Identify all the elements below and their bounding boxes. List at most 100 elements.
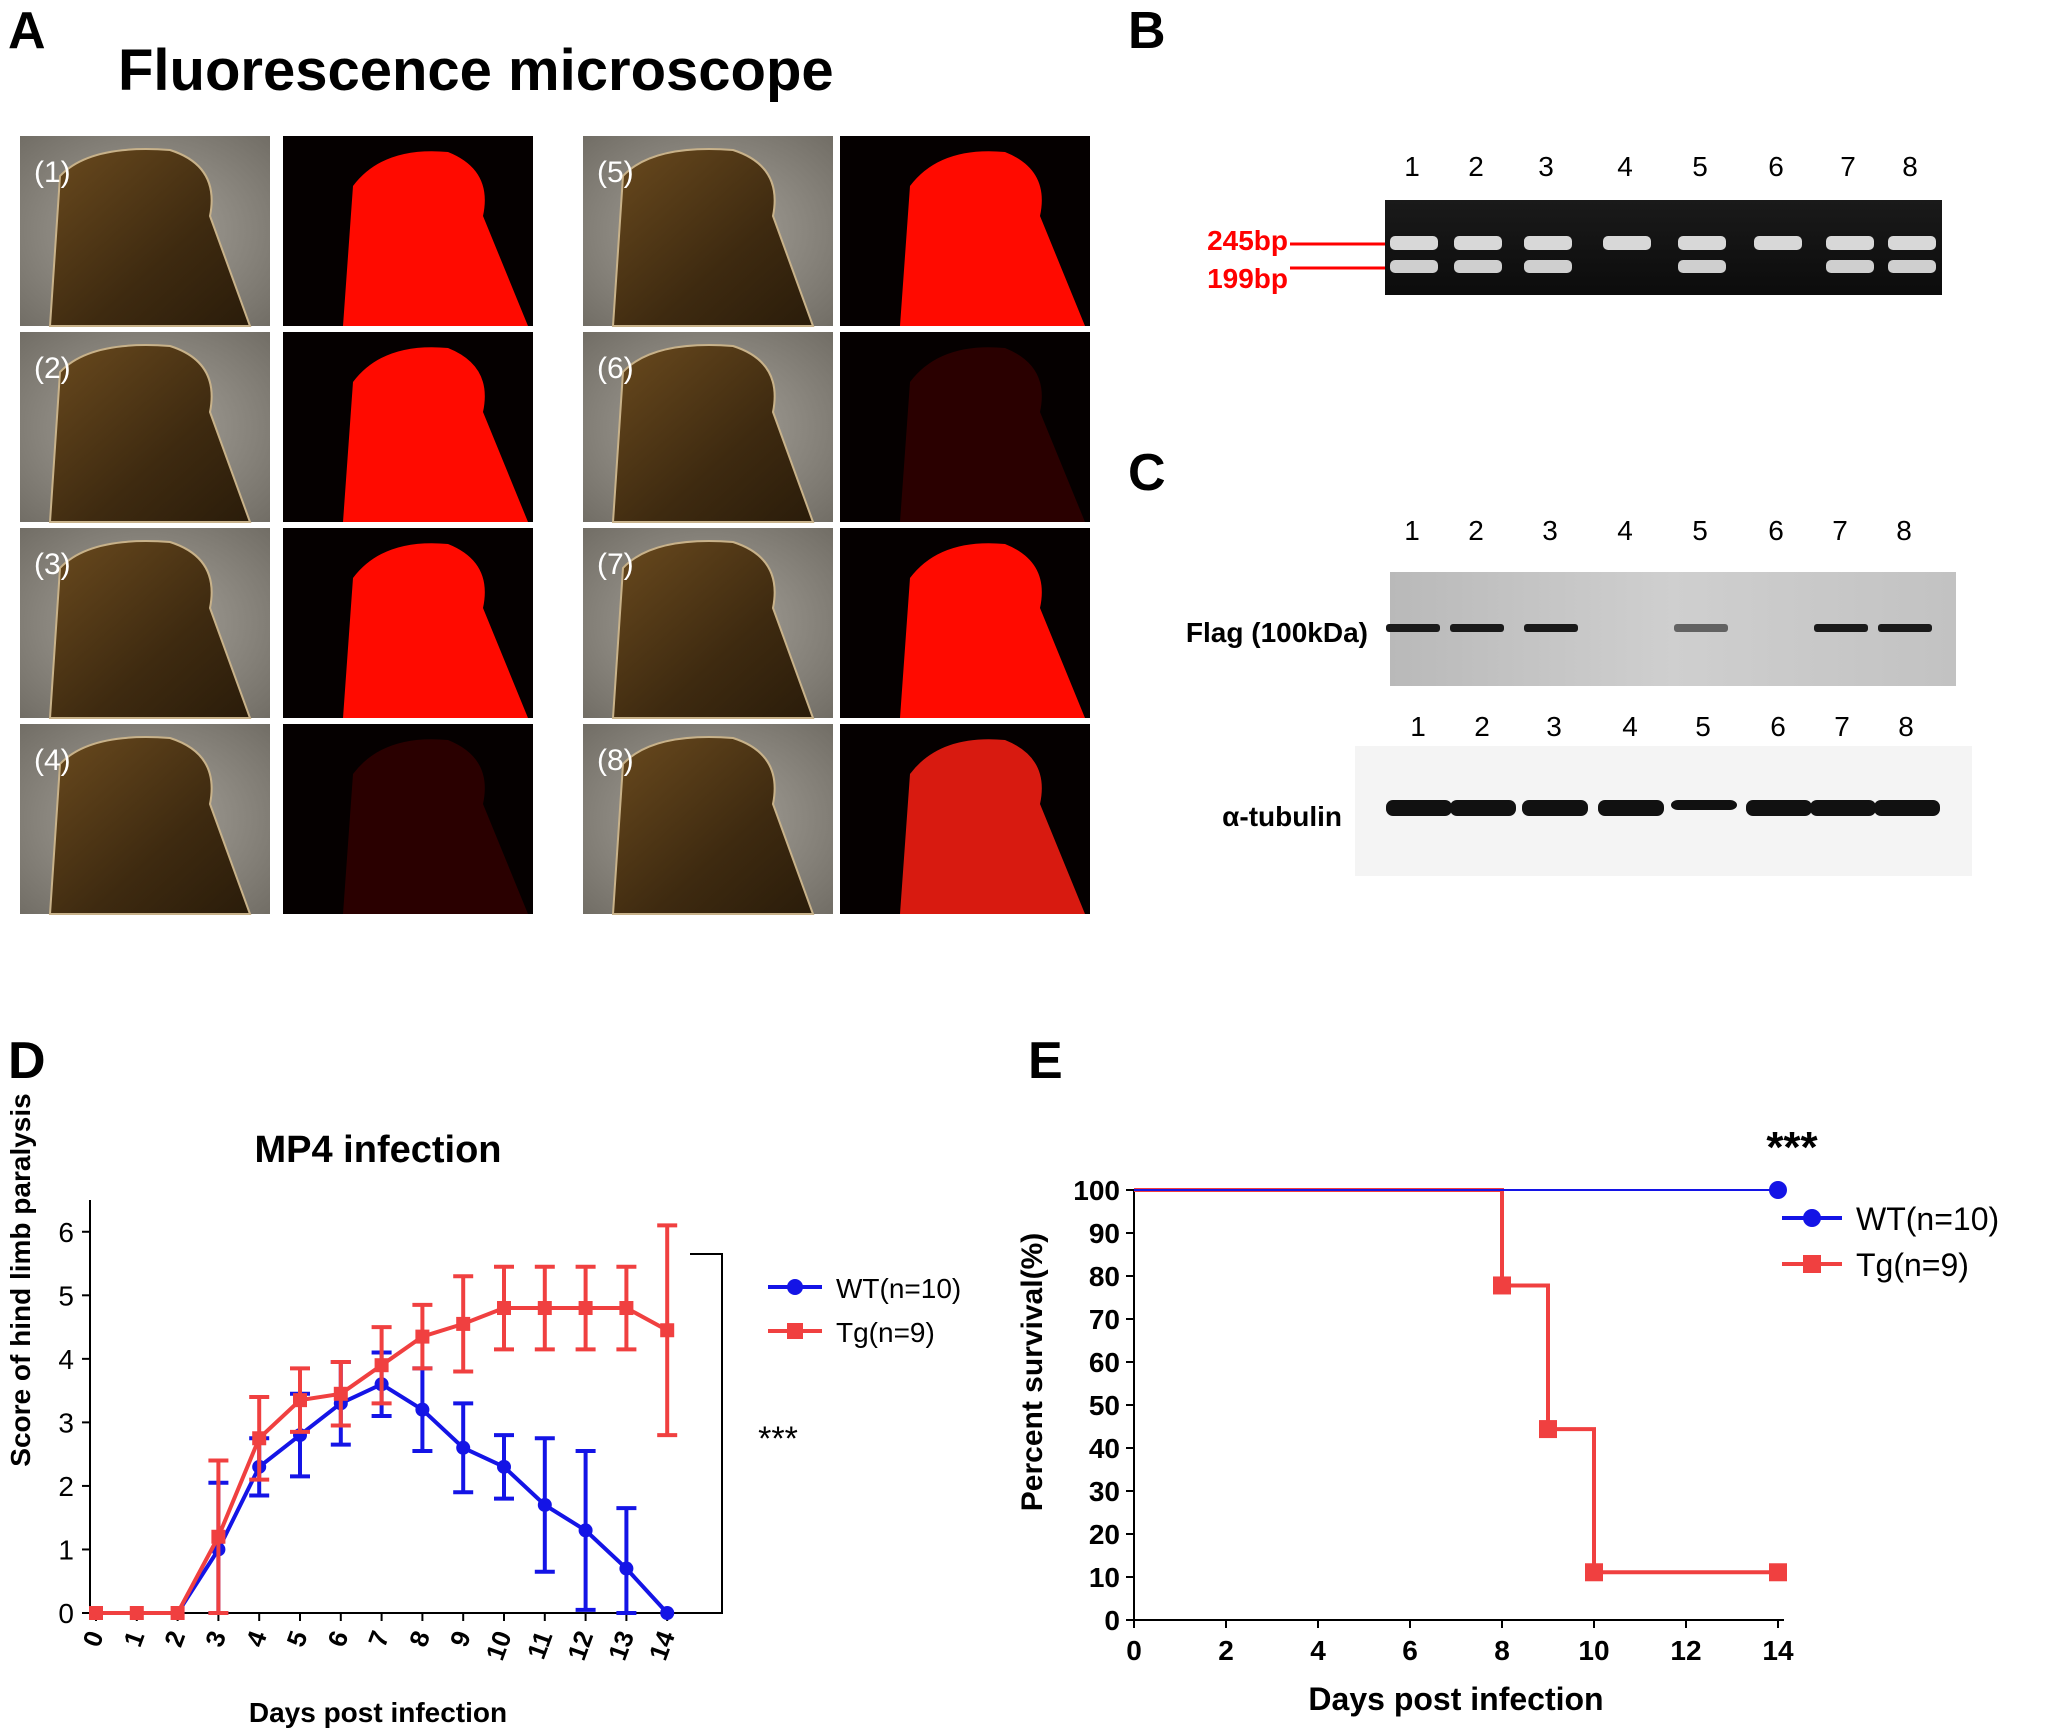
chart-d-xtick-label: 2 xyxy=(158,1627,191,1651)
chart-d-point xyxy=(293,1393,307,1408)
gel-lane-number: 5 xyxy=(1692,151,1708,182)
flag-label: Flag (100kDa) xyxy=(1186,617,1368,648)
chart-d-ytick-label: 3 xyxy=(58,1407,74,1438)
gel-lane-number: 6 xyxy=(1768,151,1784,182)
panel-c: C 1 2 3 4 5 6 7 8 Flag (100kDa) 1 2 3 4 5 6 7 8 α-tubu… xyxy=(1128,444,1972,876)
flag-blot-lanes: 1 2 3 4 5 6 7 8 xyxy=(1386,515,1932,632)
chart-e-ytick-label: 0 xyxy=(1104,1605,1120,1636)
brightfield-tip xyxy=(611,540,815,719)
microscope-tile-2: (2) xyxy=(20,332,533,523)
chart-d-point xyxy=(252,1431,267,1446)
fluorescence-tip xyxy=(343,151,528,326)
microscope-tile-1: (1) xyxy=(20,136,533,327)
chart-e-legend: WT(n=10) Tg(n=9) xyxy=(1782,1201,1999,1283)
tubulin-lane-number: 3 xyxy=(1546,711,1562,742)
chart-d-ylabel: Score of hind limb paralysis xyxy=(5,1093,36,1466)
brightfield-tip xyxy=(48,148,252,327)
chart-d-point xyxy=(415,1329,430,1344)
tubulin-lane-number: 7 xyxy=(1834,711,1850,742)
legend-e-tg-marker xyxy=(1803,1255,1821,1273)
tile-label: (5) xyxy=(597,156,634,189)
chart-d-point xyxy=(497,1459,511,1474)
chart-d-point xyxy=(578,1523,593,1538)
fluorescence-tip xyxy=(900,347,1085,522)
gel-band-245 xyxy=(1454,236,1502,250)
tubulin-band xyxy=(1522,800,1588,816)
chart-d-point xyxy=(497,1301,511,1316)
tubulin-band xyxy=(1874,800,1940,816)
legend-e-tg-label: Tg(n=9) xyxy=(1856,1247,1969,1283)
gel-band-245 xyxy=(1826,236,1874,250)
tile-label: (6) xyxy=(597,352,634,385)
fluorescence-tip xyxy=(343,543,528,718)
gel-band-245 xyxy=(1603,236,1651,250)
chart-d-point xyxy=(129,1606,144,1620)
chart-d-point xyxy=(578,1301,593,1316)
chart-e-ytick-label: 70 xyxy=(1089,1304,1120,1335)
tubulin-band xyxy=(1598,800,1664,816)
microscope-tile-4: (4) xyxy=(20,724,533,915)
flag-band xyxy=(1814,624,1868,632)
tubulin-lane-number: 5 xyxy=(1695,711,1711,742)
fluorescence-tip xyxy=(343,347,528,522)
legend-d-tg-label: Tg(n=9) xyxy=(836,1317,935,1348)
tile-label: (4) xyxy=(34,744,71,777)
chart-d-xtick-label: 12 xyxy=(561,1627,599,1664)
tile-label: (2) xyxy=(34,352,71,385)
chart-d-title: MP4 infection xyxy=(254,1129,501,1171)
brightfield-tip xyxy=(611,148,815,327)
chart-d-xtick-label: 0 xyxy=(76,1627,109,1651)
chart-d-point xyxy=(619,1561,634,1576)
panel-e-letter: E xyxy=(1028,1032,1063,1090)
chart-d-ytick-label: 6 xyxy=(58,1217,74,1248)
chart-d-xtick-label: 13 xyxy=(602,1627,640,1664)
chart-d-point xyxy=(660,1606,675,1620)
tile-label: (8) xyxy=(597,744,634,777)
chart-e-point xyxy=(1769,1563,1787,1582)
tubulin-lane-number: 1 xyxy=(1410,711,1426,742)
chart-d-significance: *** xyxy=(758,1420,798,1458)
chart-e-ytick-label: 10 xyxy=(1089,1562,1120,1593)
chart-d-xtick-label: 10 xyxy=(480,1627,518,1664)
flag-lane-number: 8 xyxy=(1896,515,1912,546)
panel-a-letter: A xyxy=(8,2,46,60)
chart-e-line xyxy=(1134,1188,1778,1575)
chart-e-xtick-label: 0 xyxy=(1126,1635,1142,1666)
chart-e-ytick-label: 100 xyxy=(1073,1175,1120,1206)
tile-label: (3) xyxy=(34,548,71,581)
chart-e-ytick-label: 50 xyxy=(1089,1390,1120,1421)
chart-d-ytick-label: 4 xyxy=(58,1344,74,1375)
chart-e-point xyxy=(1493,1276,1511,1295)
tubulin-band xyxy=(1810,800,1876,816)
chart-d-point xyxy=(619,1301,634,1316)
panel-a-title: Fluorescence microscope xyxy=(118,38,834,103)
tubulin-band xyxy=(1671,800,1737,810)
chart-d-xtick-label: 9 xyxy=(444,1627,477,1651)
fluorescence-tip xyxy=(900,151,1085,326)
gel-band-245 xyxy=(1678,236,1726,250)
tubulin-label: α-tubulin xyxy=(1222,801,1342,832)
gel-lane-number: 2 xyxy=(1468,151,1484,182)
chart-e-xtick-label: 2 xyxy=(1218,1635,1234,1666)
chart-d-xtick-label: 11 xyxy=(521,1627,559,1663)
chart-d-xlabel: Days post infection xyxy=(249,1697,507,1728)
tubulin-band xyxy=(1386,800,1452,816)
flag-lane-number: 7 xyxy=(1832,515,1848,546)
chart-e-xlabel: Days post infection xyxy=(1308,1681,1603,1717)
flag-band xyxy=(1674,624,1728,632)
flag-lane-number: 4 xyxy=(1617,515,1633,546)
panel-e: E Percent survival(%) Days post infectio… xyxy=(1016,1032,1999,1717)
chart-d-xtick-label: 14 xyxy=(643,1626,681,1664)
chart-e-xtick-label: 12 xyxy=(1670,1635,1701,1666)
chart-e-xtick-label: 14 xyxy=(1762,1635,1794,1666)
marker-label-245: 245bp xyxy=(1207,225,1288,256)
chart-e-series-tg xyxy=(1134,1188,1787,1582)
chart-d-ytick-label: 2 xyxy=(58,1471,74,1502)
chart-d-ytick-label: 0 xyxy=(58,1598,74,1629)
chart-e-ytick-label: 40 xyxy=(1089,1433,1120,1464)
fluorescence-tip xyxy=(900,739,1085,914)
gel-lanes: 1 2 3 4 5 6 7 8 xyxy=(1390,151,1936,273)
gel-lane-number: 8 xyxy=(1902,151,1918,182)
brightfield-tip xyxy=(48,540,252,719)
